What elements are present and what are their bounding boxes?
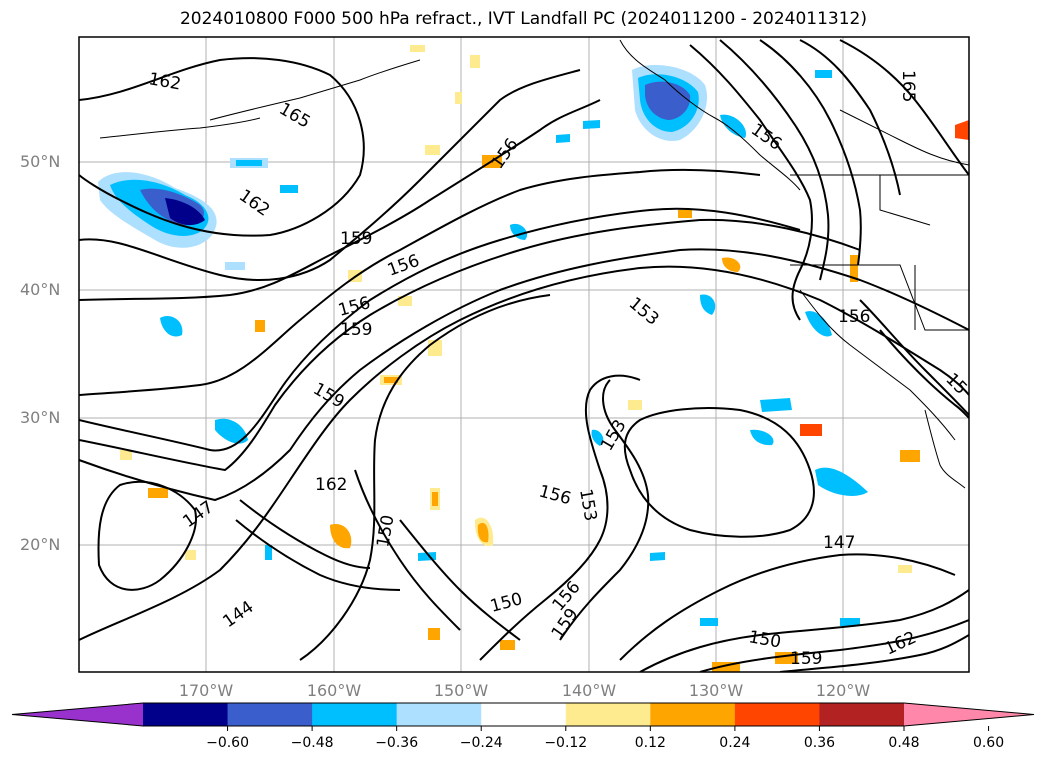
contour-label: 162 [315,475,347,495]
gridlines [79,37,969,672]
colorbar-tick-label: −0.36 [375,735,419,751]
colorbar-segment [227,703,313,726]
colorbar-segment [565,703,651,726]
lon-label: 120°W [815,681,871,700]
colorbar-segment [481,703,567,726]
map-panel [79,37,969,672]
lat-label: 50°N [20,152,61,171]
colorbar-segment [312,703,398,726]
colorbar-segment [396,703,482,726]
map-title: 2024010800 F000 500 hPa refract., IVT La… [179,9,867,29]
contour-label: 159 [340,229,372,249]
contour-label: 165 [898,70,918,102]
colorbar-tick-label: 0.24 [719,735,751,751]
colorbar-segment [819,703,905,726]
colorbar-tick-label: 0.60 [972,735,1005,751]
colorbar-tick-label: −0.48 [290,735,334,751]
contour-label: 159 [340,320,372,340]
contour-label: 156 [838,307,870,327]
contour-label: 147 [823,533,855,553]
colorbar-tick-label: −0.12 [544,735,588,751]
colorbar-tick-label: 0.48 [888,735,920,751]
lon-label: 150°W [433,681,489,700]
colorbar-extend-low [12,703,143,726]
colorbar-tick-label: 0.12 [634,735,666,751]
lon-label: 160°W [306,681,362,700]
lon-label: 170°W [178,681,234,700]
coastlines [99,39,969,489]
refractivity-contours [79,39,969,672]
lon-label: 140°W [561,681,617,700]
colorbar [11,702,1035,731]
colorbar-extend-high [904,703,1034,726]
colorbar-segment [143,703,229,726]
lon-label: 130°W [688,681,744,700]
contour-label: 159 [790,649,822,669]
lat-label: 30°N [20,408,61,427]
colorbar-tick-label: −0.60 [206,735,249,751]
colorbar-segment [650,703,736,726]
colorbar-tick-label: −0.24 [459,735,503,751]
lat-label: 20°N [20,535,61,554]
colorbar-tick-label: 0.36 [803,735,836,751]
colorbar-outline [11,702,1035,727]
negative-anomaly-shading [98,65,868,626]
colorbar-segment [734,703,820,726]
lat-label: 40°N [20,280,61,299]
map-frame [78,36,970,673]
